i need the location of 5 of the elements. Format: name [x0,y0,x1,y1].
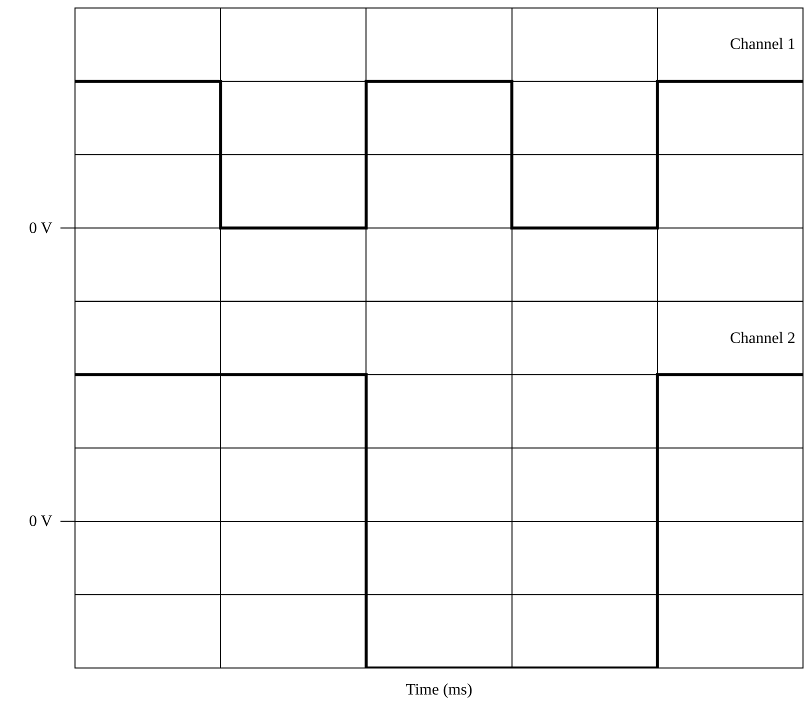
series-label: Channel 1 [730,36,796,53]
series-label: Channel 2 [730,330,796,347]
x-axis-title: Time (ms) [406,682,472,699]
ref-line-label: 0 V [29,513,53,530]
ref-line-label: 0 V [29,220,53,237]
